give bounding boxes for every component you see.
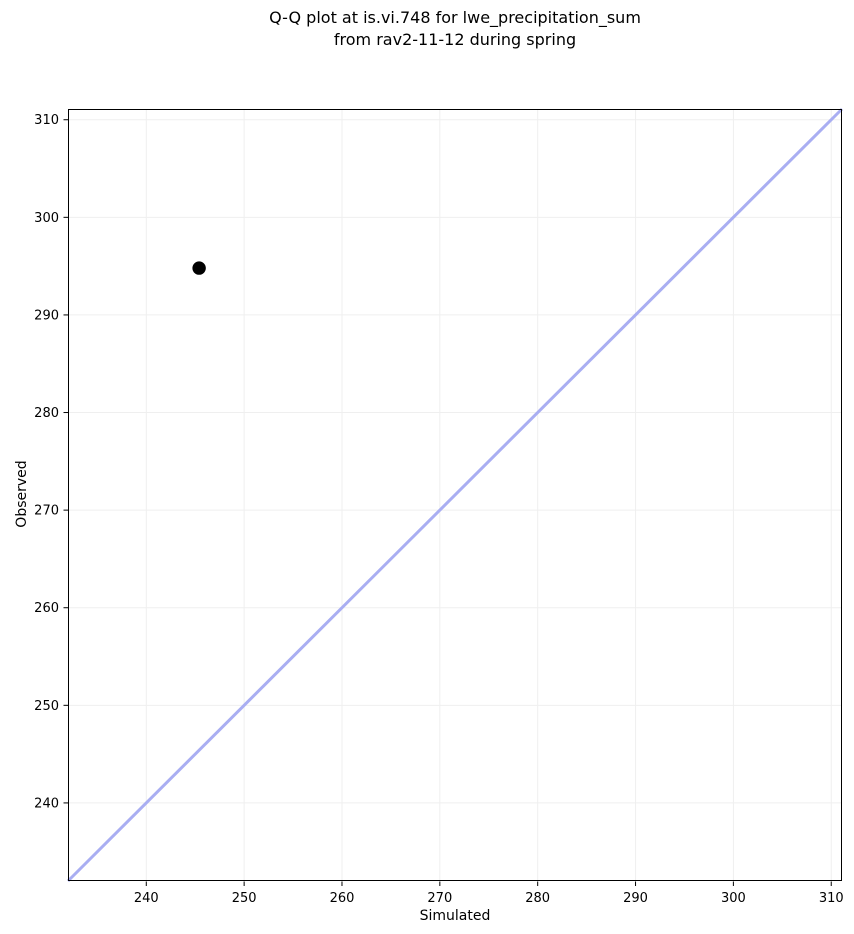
x-tick-label: 240	[134, 891, 159, 906]
identity-line	[66, 107, 844, 883]
y-tick-label: 260	[34, 601, 59, 616]
x-axis-label: Simulated	[419, 908, 491, 924]
y-tick-label: 240	[34, 796, 59, 811]
y-axis-label: Observed	[14, 460, 30, 528]
quantile-points-marker	[192, 261, 206, 275]
plot-border	[68, 109, 842, 881]
y-tick-label: 250	[34, 699, 59, 714]
y-tick-label: 300	[34, 211, 59, 226]
x-tick-label: 310	[819, 891, 844, 906]
y-tick-label: 310	[34, 113, 59, 128]
x-tick-label: 280	[525, 891, 550, 906]
x-tick-label: 290	[623, 891, 648, 906]
y-tick-label: 270	[34, 504, 59, 519]
chart-title: Q-Q plot at is.vi.748 for lwe_precipitat…	[68, 7, 842, 51]
chart-title-line1: Q-Q plot at is.vi.748 for lwe_precipitat…	[269, 8, 641, 27]
x-tick-label: 260	[330, 891, 355, 906]
chart-title-line2: from rav2-11-12 during spring	[333, 30, 577, 49]
x-tick-label: 250	[232, 891, 257, 906]
x-tick-label: 270	[427, 891, 452, 906]
y-tick-label: 280	[34, 406, 59, 421]
y-tick-label: 290	[34, 308, 59, 323]
x-tick-label: 300	[721, 891, 746, 906]
